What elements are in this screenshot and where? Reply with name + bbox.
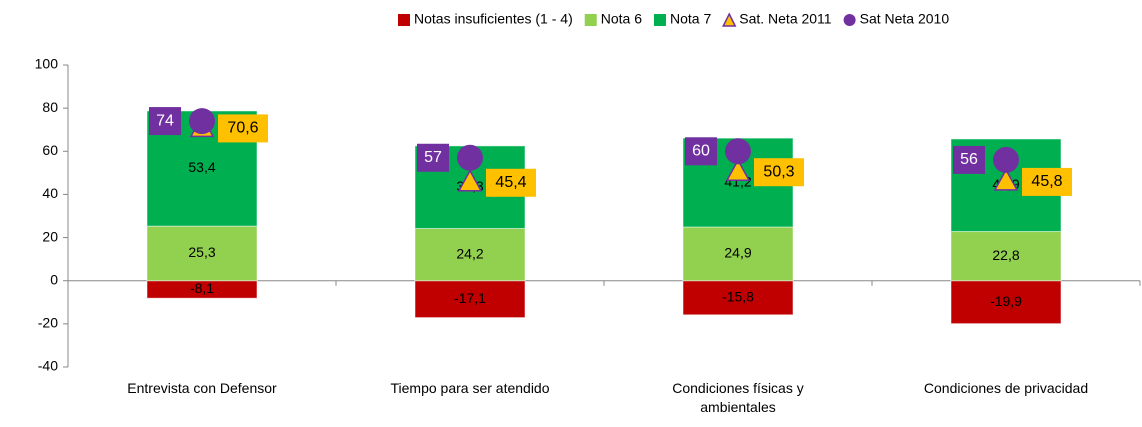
y-tick-label: -20	[38, 315, 58, 331]
data-label: -8,1	[190, 280, 214, 296]
marker-circle	[457, 144, 483, 171]
y-tick-label: -40	[38, 358, 58, 374]
legend-swatch	[584, 14, 597, 26]
y-tick-label: 100	[35, 56, 59, 72]
y-tick-label: 40	[42, 185, 58, 201]
data-label: 53,4	[188, 159, 215, 175]
label-box	[953, 145, 985, 174]
label-box	[218, 114, 268, 143]
label-box	[685, 137, 717, 166]
data-label: 50,3	[763, 163, 794, 180]
legend-swatch	[653, 14, 666, 26]
legend-swatch	[398, 14, 410, 26]
y-tick-label: 80	[42, 99, 58, 115]
bar-segment	[682, 280, 794, 316]
marker-triangle	[993, 168, 1019, 191]
data-label: 56	[960, 151, 978, 168]
legend-label: Sat. Neta 2011	[739, 11, 832, 27]
data-label: 57	[424, 149, 442, 166]
data-label: 45,4	[495, 174, 526, 191]
marker-circle	[189, 108, 215, 135]
legend-label: Notas insuficientes (1 - 4)	[414, 11, 573, 27]
marker-circle	[725, 138, 751, 165]
data-label: -15,8	[722, 288, 754, 304]
data-label: 74	[156, 112, 174, 129]
label-box	[149, 107, 181, 136]
data-label: 25,3	[188, 244, 215, 260]
marker-triangle	[725, 158, 751, 181]
legend-label: Nota 6	[601, 11, 642, 27]
bar-segment	[950, 231, 1062, 282]
x-tick-label: Entrevista con Defensor	[127, 380, 277, 396]
bar-segment	[414, 228, 526, 282]
data-label: -17,1	[454, 290, 486, 306]
label-box	[1022, 167, 1072, 196]
bar-segment	[414, 280, 526, 319]
y-tick-label: 0	[50, 271, 58, 287]
label-box	[417, 143, 449, 172]
label-box	[754, 158, 804, 187]
legend-label: Nota 7	[670, 11, 711, 27]
data-label: 24,9	[724, 245, 751, 261]
label-box	[486, 168, 536, 197]
data-label: -19,9	[990, 293, 1022, 309]
data-label: 60	[692, 143, 710, 160]
bar-segment	[682, 226, 794, 282]
marker-circle	[993, 146, 1019, 173]
legend-label: Sat Neta 2010	[860, 11, 950, 27]
data-label: 22,8	[992, 247, 1019, 263]
x-tick-label: Tiempo para ser atendido	[390, 380, 550, 396]
legend-swatch	[722, 12, 737, 27]
bar-segment	[950, 280, 1062, 325]
x-tick-label: Condiciones de privacidad	[923, 380, 1089, 396]
marker-triangle	[457, 169, 483, 192]
y-tick-label: 20	[42, 228, 58, 244]
data-label: 45,8	[1031, 173, 1062, 190]
x-tick-label: Condiciones físicas y ambientales	[672, 380, 804, 415]
data-label: 70,6	[227, 120, 258, 137]
legend-swatch	[843, 14, 856, 26]
y-tick-label: 60	[42, 142, 58, 158]
data-label: 24,2	[456, 245, 483, 261]
